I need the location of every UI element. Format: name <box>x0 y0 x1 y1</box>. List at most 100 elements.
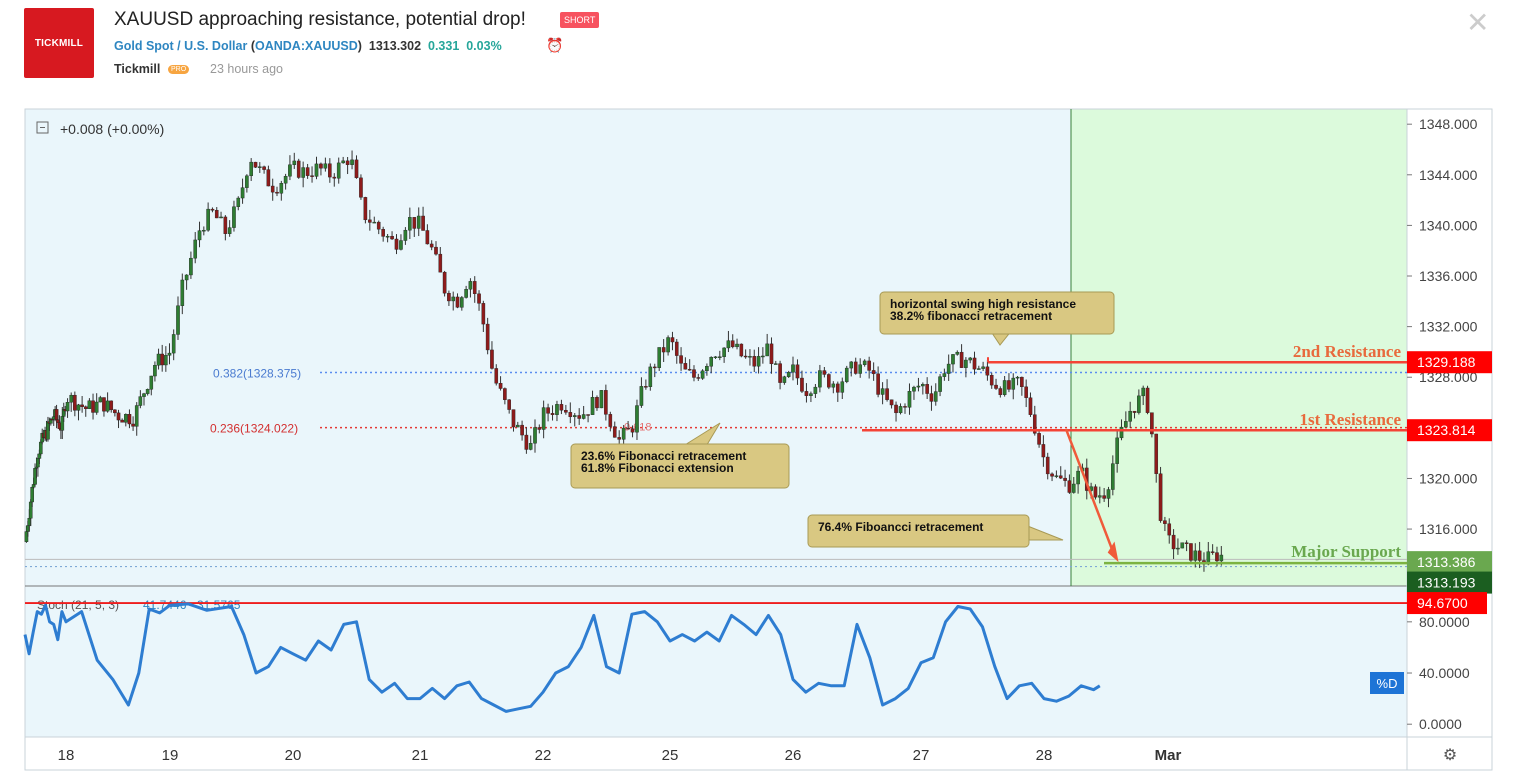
tickmill-logo: TICKMILL <box>24 8 94 78</box>
candle <box>134 405 139 427</box>
candle <box>160 353 165 366</box>
candle <box>617 437 621 440</box>
candle <box>912 386 916 392</box>
candle <box>507 399 511 410</box>
candle <box>153 365 157 377</box>
candle <box>743 355 748 358</box>
candle <box>946 363 951 374</box>
candle <box>94 401 99 413</box>
candle <box>898 406 903 414</box>
time-label: 18 <box>58 747 75 764</box>
candle <box>189 257 193 276</box>
candle <box>455 296 460 308</box>
candle <box>1111 463 1115 490</box>
candle <box>577 415 581 419</box>
candle <box>438 253 443 273</box>
candle <box>425 230 430 245</box>
price-tag-label: 1323.814 <box>1417 422 1476 438</box>
candle <box>232 206 236 228</box>
candle <box>769 343 774 365</box>
candle <box>827 374 831 388</box>
annotation-swing-high-text: horizontal swing high resistance <box>890 297 1076 311</box>
candle <box>894 404 898 414</box>
candle <box>564 409 568 413</box>
candle <box>599 390 604 409</box>
candle <box>288 164 292 177</box>
candle <box>925 384 929 394</box>
fib-382-label: 0.382(1328.375) <box>213 366 301 380</box>
candle <box>722 347 726 357</box>
candle <box>30 487 34 503</box>
candle <box>537 427 542 430</box>
candle <box>262 166 266 170</box>
close-icon[interactable]: ✕ <box>1466 7 1490 38</box>
candle <box>813 386 818 394</box>
candle <box>1115 437 1119 464</box>
time-label: 22 <box>535 747 552 764</box>
candle <box>123 414 128 423</box>
candle <box>498 383 503 389</box>
candle <box>127 414 132 425</box>
candle <box>145 389 150 394</box>
candle <box>65 402 70 412</box>
candle <box>1150 412 1154 435</box>
candle <box>197 230 202 241</box>
candle <box>91 400 95 413</box>
candle <box>674 341 679 356</box>
stoch-tick-label: 80.0000 <box>1419 614 1470 630</box>
candle <box>180 279 185 306</box>
candle <box>219 216 223 219</box>
price-tick-label: 1328.000 <box>1419 369 1478 385</box>
candle <box>468 281 473 290</box>
candle <box>301 167 305 178</box>
candle <box>464 289 468 298</box>
price-tick-label: 1320.000 <box>1419 470 1478 486</box>
candle <box>1128 410 1132 422</box>
candle <box>171 334 176 354</box>
candle <box>626 427 630 430</box>
author-name[interactable]: Tickmill <box>114 62 161 76</box>
candle <box>1219 554 1224 562</box>
time-label: 20 <box>285 747 302 764</box>
candle <box>503 388 507 400</box>
candle <box>858 364 862 374</box>
candle <box>515 424 520 428</box>
candle <box>670 337 675 343</box>
candle <box>142 393 146 397</box>
symbol-code[interactable]: OANDA:XAUUSD <box>255 39 358 53</box>
candle <box>862 360 867 365</box>
candle <box>994 384 998 389</box>
candle <box>528 443 533 450</box>
alarm-clock-icon[interactable]: ⏰ <box>546 37 564 53</box>
candle <box>1020 376 1024 388</box>
candle <box>363 197 368 221</box>
candle <box>138 396 143 406</box>
candle <box>408 217 412 231</box>
price-tick-label: 1344.000 <box>1419 167 1478 183</box>
candle <box>98 397 103 403</box>
candle <box>167 352 172 356</box>
candle <box>951 354 955 365</box>
candle <box>844 367 849 382</box>
stoch-d-tag <box>1370 672 1404 694</box>
candle <box>376 221 381 230</box>
candle <box>572 415 577 418</box>
candle <box>921 384 925 387</box>
projection-arrow <box>1064 428 1116 555</box>
candle <box>1028 397 1033 415</box>
time-ago: 23 hours ago <box>210 62 283 76</box>
candle <box>1050 473 1054 477</box>
candle <box>871 370 876 375</box>
candle <box>718 356 722 358</box>
symbol-name-link[interactable]: Gold Spot / U.S. Dollar <box>114 39 248 53</box>
candle <box>836 383 840 393</box>
settings-icon: ⚙ <box>1443 747 1457 764</box>
candle <box>481 303 486 325</box>
candle <box>447 292 451 302</box>
candle <box>804 391 809 396</box>
candle <box>786 372 791 377</box>
candle <box>328 163 332 178</box>
candle <box>761 355 765 358</box>
candle <box>735 343 739 348</box>
candle <box>666 337 670 353</box>
